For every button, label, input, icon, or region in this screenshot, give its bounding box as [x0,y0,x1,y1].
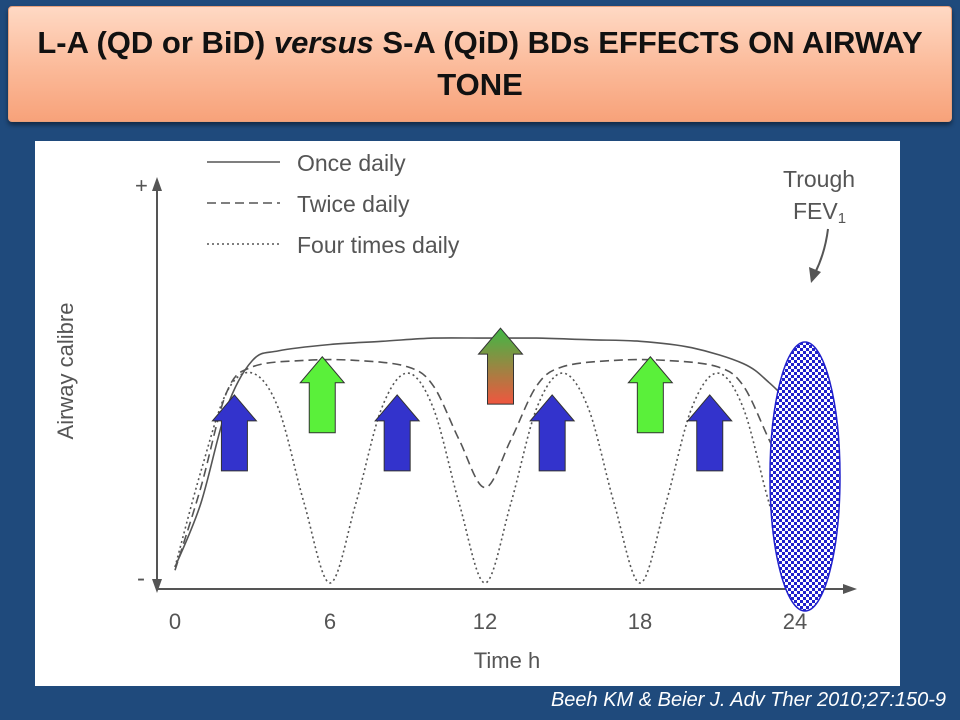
x-axis-label: Time h [474,648,540,673]
series-line-once-daily [174,337,796,568]
title-part-1: L-A (QD or BiD) [37,25,274,60]
short-acting-arrow-5 [529,394,576,472]
y-axis-plus-mark: + [135,173,148,198]
series-lines [174,337,796,584]
bronchodilator-arrows [211,327,733,472]
trough-pointer-arrowhead [809,267,821,283]
short-acting-arrow-7 [686,394,733,472]
slide-title: L-A (QD or BiD) versus S-A (QiD) BDs EFF… [9,22,951,106]
y-axis-arrowhead-down [152,579,162,593]
citation: Beeh KM & Beier J. Adv Ther 2010;27:150-… [550,689,946,711]
trough-label-line-2: FEV1 [793,198,846,227]
legend: Once daily Twice daily Four times daily [207,150,460,258]
x-tick-label-0: 0 [169,609,181,634]
series-line-twice-daily [174,358,796,571]
long-acting-arrow-2 [299,355,346,434]
axes [152,177,857,594]
trough-ellipse [769,341,841,612]
x-axis-arrowhead [843,584,857,594]
y-axis-arrowhead-up [152,177,162,191]
x-tick-label-24: 24 [783,609,807,634]
x-tick-label-18: 18 [628,609,652,634]
trough-fev-subscript: 1 [838,210,846,227]
mixed-arrow-4 [477,327,524,405]
airway-calibre-chart: + - Airway calibre Time h 0 6 12 18 24 Once … [53,150,857,673]
legend-label-twice-daily: Twice daily [297,191,410,217]
y-axis-minus-mark: - [137,565,145,592]
title-part-2: S-A (QiD) BDs EFFECTS ON AIRWAY TONE [373,25,923,102]
x-tick-label-12: 12 [473,609,497,634]
short-acting-arrow-3 [374,394,421,472]
chart-panel: + - Airway calibre Time h 0 6 12 18 24 Once … [35,141,900,686]
x-tick-labels: 0 6 12 18 24 [169,609,807,634]
title-emphasis: versus [273,25,374,60]
long-acting-arrow-6 [627,355,674,434]
trough-pointer-arrow [814,228,829,274]
title-banner: L-A (QD or BiD) versus S-A (QiD) BDs EFF… [8,6,952,122]
short-acting-arrow-1 [211,394,258,472]
trough-marker [769,341,841,612]
y-axis-label: Airway calibre [53,303,78,440]
x-tick-label-6: 6 [324,609,336,634]
legend-label-once-daily: Once daily [297,150,406,176]
trough-fev-text: FEV [793,198,838,224]
trough-label-line-1: Trough [783,166,855,192]
trough-annotation: Trough FEV1 [783,166,855,283]
legend-label-four-times-daily: Four times daily [297,232,460,258]
